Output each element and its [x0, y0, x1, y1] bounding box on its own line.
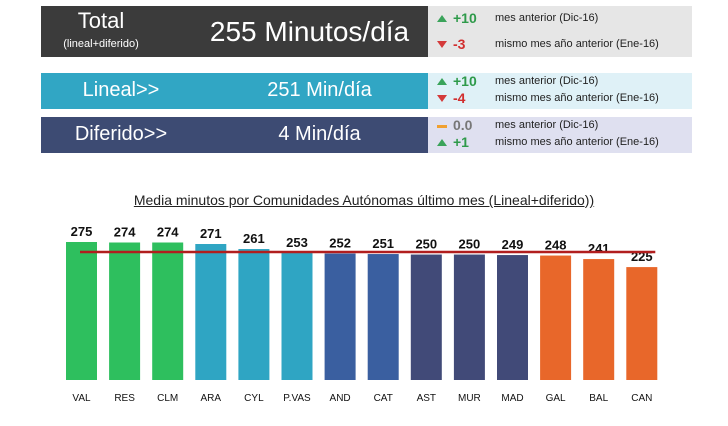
bar-chart: 275 VAL 274 RES 274 CLM 271 ARA 261 CYL 253 P.VAS 25… [66, 224, 658, 404]
category-label: MUR [458, 393, 481, 404]
total-delta-year: -3 [453, 36, 466, 52]
up-triangle-icon [437, 78, 447, 85]
bar-value-label: 271 [200, 226, 222, 241]
lineal-label: Lineal>> [82, 79, 160, 101]
diferido-desc-year: mismo mes año anterior (Ene-16) [495, 136, 659, 148]
bar-cyl [238, 249, 270, 380]
lineal-delta-month: +10 [453, 73, 477, 89]
bar-pvas [281, 253, 313, 380]
total-label: Total [77, 8, 125, 33]
category-label: AST [417, 393, 436, 404]
diferido-label: Diferido>> [74, 123, 168, 145]
bar-gal [540, 255, 572, 380]
category-label: CYL [244, 393, 264, 404]
bar-mur [453, 254, 485, 380]
bar-value-label: 251 [372, 236, 394, 251]
bar-value-label: 248 [545, 238, 567, 253]
bar-clm [152, 242, 184, 380]
bar-and [324, 253, 356, 380]
total-comparison-year: -3 mismo mes año anterior (Ene-16) [428, 35, 692, 55]
lineal-band: Lineal>> 251 Min/día [41, 73, 428, 109]
category-label: CAT [374, 393, 393, 404]
bar-value-label: 250 [415, 237, 437, 252]
bar-value-label: 261 [243, 231, 265, 246]
lineal-comparison-year: -4 mismo mes año anterior (Ene-16) [428, 90, 692, 110]
bar-mad [497, 255, 528, 380]
diferido-value: 4 Min/día [278, 123, 361, 145]
bar-value-label: 275 [71, 224, 93, 239]
total-sublabel: (lineal+diferido) [63, 38, 139, 50]
diferido-comparisons: 0.0 mes anterior (Dic-16) +1 mismo mes a… [428, 117, 692, 153]
category-label: ARA [201, 393, 222, 404]
total-desc-year: mismo mes año anterior (Ene-16) [495, 38, 659, 50]
lineal-row: Lineal>> 251 Min/día +10 mes anterior (D… [41, 73, 692, 109]
category-label: RES [114, 393, 135, 404]
bar-value-label: 252 [329, 236, 351, 251]
bar-cat [367, 254, 399, 380]
diferido-desc-month: mes anterior (Dic-16) [495, 119, 599, 131]
category-label: P.VAS [283, 393, 311, 404]
diferido-comparison-month: 0.0 mes anterior (Dic-16) [428, 117, 692, 137]
category-label: GAL [546, 393, 566, 404]
diferido-delta-month: 0.0 [453, 117, 473, 133]
bar-value-label: 253 [286, 235, 308, 250]
lineal-desc-month: mes anterior (Dic-16) [495, 75, 599, 87]
total-comparisons: +10 mes anterior (Dic-16) -3 mismo mes a… [428, 6, 692, 57]
bar-ara [195, 244, 227, 380]
lineal-desc-year: mismo mes año anterior (Ene-16) [495, 92, 659, 104]
diferido-delta-year: +1 [453, 134, 469, 150]
bar-can [626, 267, 658, 380]
flat-dash-icon [437, 125, 447, 128]
bar-value-label: 274 [157, 225, 179, 240]
total-delta-month: +10 [453, 10, 477, 26]
total-value: 255 Minutos/día [209, 16, 410, 47]
total-row: Total (lineal+diferido) 255 Minutos/día … [41, 6, 692, 57]
diferido-band: Diferido>> 4 Min/día [41, 117, 428, 153]
chart-title: Media minutos por Comunidades Autónomas … [133, 192, 595, 208]
total-desc-month: mes anterior (Dic-16) [495, 12, 599, 24]
up-triangle-icon [437, 139, 447, 146]
bar-value-label: 274 [114, 225, 136, 240]
diferido-row: Diferido>> 4 Min/día 0.0 mes anterior (D… [41, 117, 692, 153]
category-label: BAL [589, 393, 608, 404]
bar-value-label: 241 [588, 241, 610, 256]
lineal-comparison-month: +10 mes anterior (Dic-16) [428, 73, 692, 93]
bar-ast [410, 254, 442, 380]
lineal-value: 251 Min/día [267, 79, 372, 101]
bar-res [109, 242, 141, 380]
total-comparison-month: +10 mes anterior (Dic-16) [428, 9, 692, 29]
bar-val [66, 242, 97, 380]
bar-value-label: 250 [459, 237, 481, 252]
down-triangle-icon [437, 95, 447, 102]
category-label: MAD [501, 393, 523, 404]
bar-value-label: 249 [502, 237, 524, 252]
down-triangle-icon [437, 41, 447, 48]
diferido-comparison-year: +1 mismo mes año anterior (Ene-16) [428, 134, 692, 154]
category-label: CLM [157, 393, 178, 404]
category-label: AND [330, 393, 351, 404]
category-label: CAN [631, 393, 652, 404]
lineal-delta-year: -4 [453, 90, 466, 106]
lineal-comparisons: +10 mes anterior (Dic-16) -4 mismo mes a… [428, 73, 692, 109]
category-label: VAL [72, 393, 91, 404]
bar-bal [583, 259, 615, 380]
total-band: Total (lineal+diferido) 255 Minutos/día [41, 6, 428, 57]
up-triangle-icon [437, 15, 447, 22]
